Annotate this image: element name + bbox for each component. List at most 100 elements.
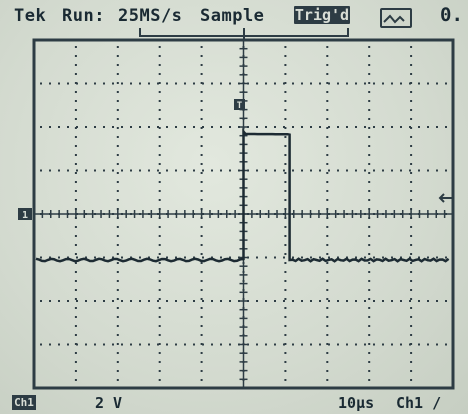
grid-dot [382,82,384,85]
grid-dot [284,262,287,264]
grid-dot [337,126,339,128]
grid-dot [103,82,105,85]
grid-dot [410,100,413,102]
grid-dot [274,343,276,346]
grid-dot [74,100,77,102]
grid-dot [382,300,384,302]
grid-dot [368,316,371,318]
grid-dot [284,190,287,192]
grid-dot [368,154,371,156]
grid-dot [355,82,357,85]
grid-dot [200,127,203,129]
grid-dot [326,46,329,48]
grid-dot [184,82,186,85]
grid-dot [200,100,203,102]
channel-badge: Ch1 [12,395,36,410]
grid-dot [200,145,203,147]
grid-dot [368,64,371,66]
grid-dot [116,154,119,156]
grid-dot [229,256,231,259]
grid-dot [284,73,287,75]
grid-dot [256,256,258,259]
grid-dot [157,126,159,128]
grid-dot [184,256,186,259]
grid-dot [229,300,231,302]
grid-dot [200,244,203,246]
grid-dot [410,154,413,156]
grid-dot [364,256,366,259]
grid-dot [418,126,420,128]
grid-dot [166,169,168,172]
grid-dot [49,126,51,128]
grid-dot [211,82,213,85]
grid-dot [337,82,339,85]
grid-dot [368,127,371,129]
grid-dot [158,136,161,138]
grid-dot [184,343,186,346]
grid-dot [410,172,413,174]
grid-dot [116,307,119,309]
grid-dot [427,169,429,172]
grid-dot [74,46,77,48]
grid-dot [49,169,51,172]
grid-dot [158,325,161,327]
grid-dot [368,163,371,165]
grid-dot [148,82,150,85]
grid-dot [326,316,329,318]
grid-dot [410,163,413,165]
grid-dot [326,298,329,300]
grid-dot [58,126,60,128]
grid-dot [58,256,60,259]
grid-dot [200,136,203,138]
grid-dot [175,82,177,85]
grid-dot [326,64,329,66]
grid-dot [116,172,119,174]
grid-dot [265,343,267,346]
grid-dot [211,256,213,259]
grid-dot [76,126,78,128]
grid-dot [274,82,276,85]
grid-dot [158,82,161,84]
grid-dot [200,271,203,273]
grid-dot [49,256,51,259]
grid-dot [284,127,287,129]
grid-dot [116,298,119,300]
grid-dot [103,126,105,128]
grid-dot [436,82,438,85]
grid-dot [200,91,203,93]
grid-dot [364,169,366,172]
grid-dot [200,253,203,255]
grid-dot [346,126,348,128]
grid-dot [368,226,371,228]
grid-dot [200,64,203,66]
grid-dot [158,64,161,66]
grid-dot [130,126,132,128]
grid-dot [326,325,329,327]
grid-dot [364,82,366,85]
grid-dot [326,100,329,102]
grid-dot [166,126,168,128]
grid-dot [158,280,161,282]
grid-dot [410,145,413,147]
grid-dot [410,73,413,75]
grid-dot [200,199,203,201]
grid-dot [74,343,77,345]
grid-dot [355,300,357,302]
grid-dot [319,343,321,346]
grid-dot [368,208,371,210]
grid-dot [326,181,329,183]
grid-dot [130,169,132,172]
grid-dot [121,300,123,302]
grid-dot [158,334,161,336]
grid-dot [139,82,141,85]
grid-dot [427,300,429,302]
grid-dot [40,256,42,259]
grid-dot [211,126,213,128]
grid-dot [158,361,161,363]
grid-dot [410,190,413,192]
grid-dot [409,300,411,302]
grid-dot [130,343,132,346]
grid-dot [116,127,119,129]
grid-dot [148,300,150,302]
grid-dot [116,352,119,354]
